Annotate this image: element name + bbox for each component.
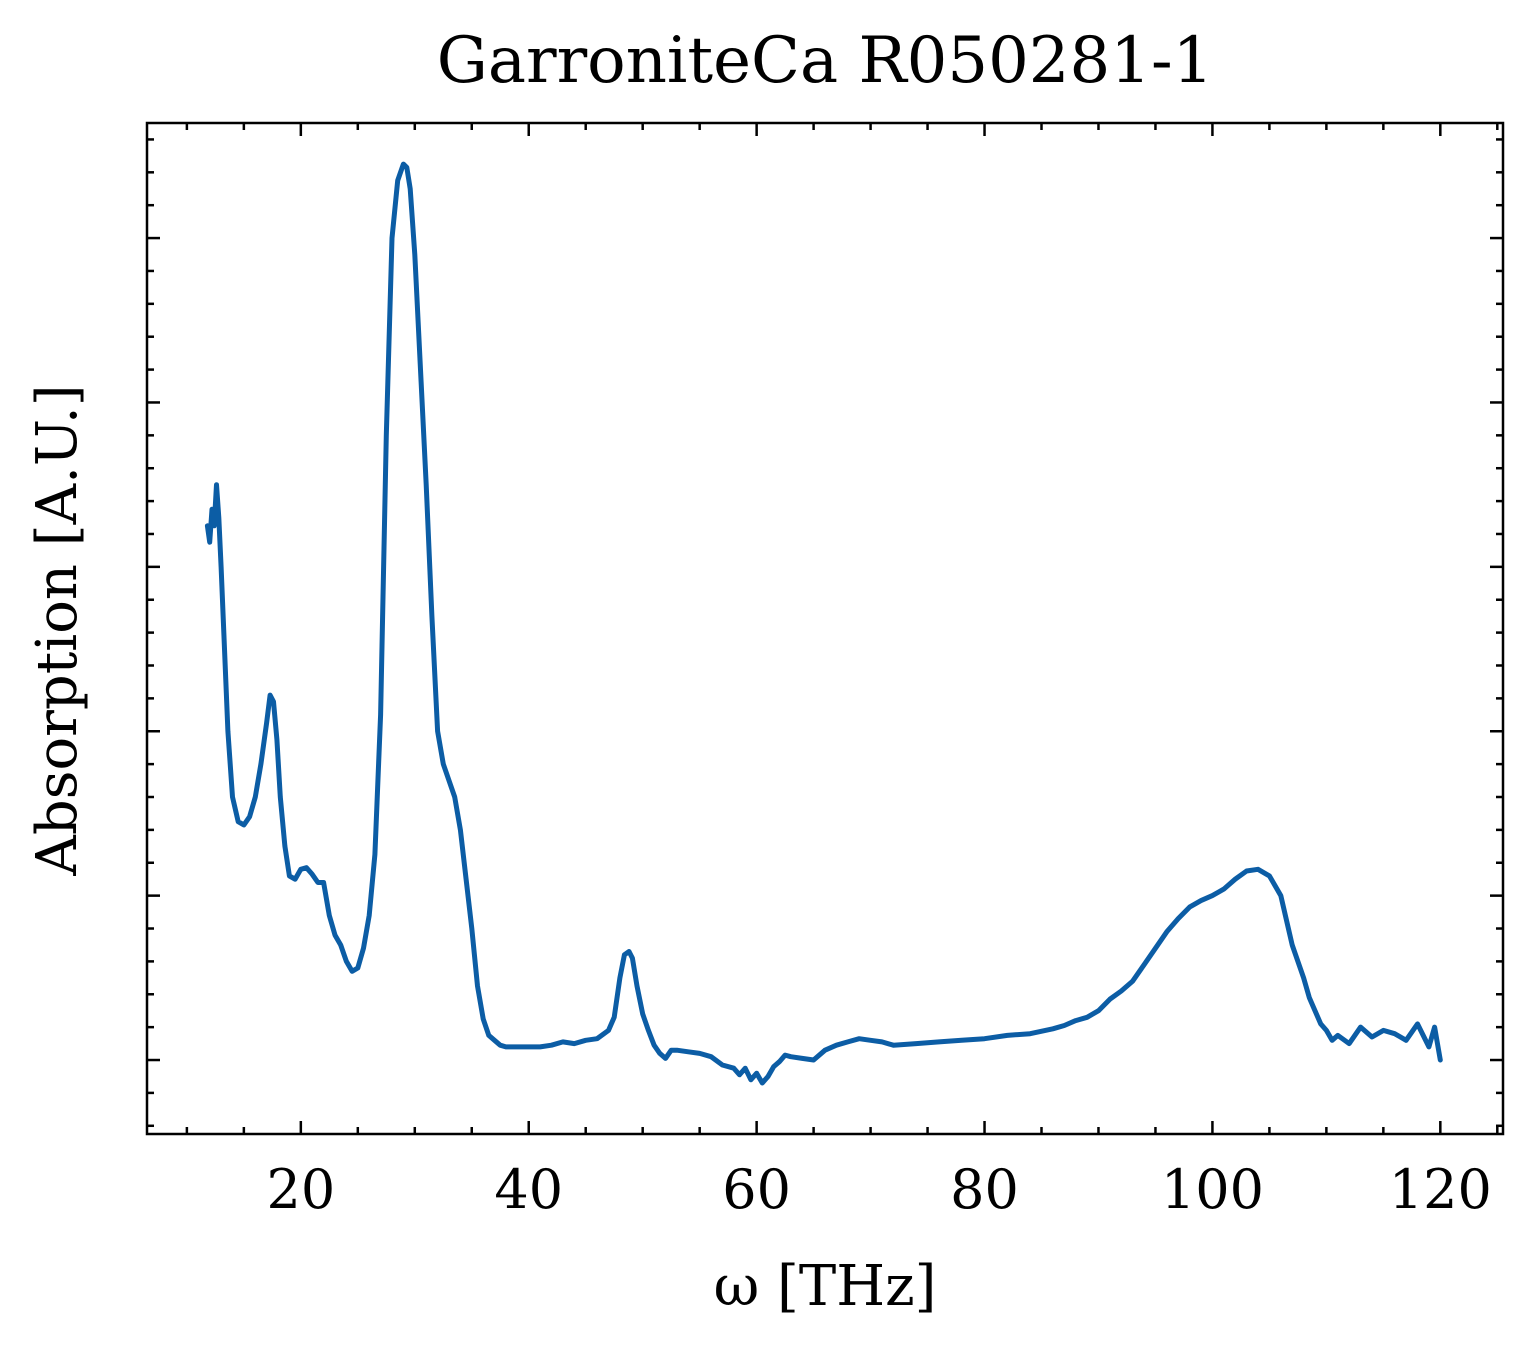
x-tick-label: 80 bbox=[950, 1158, 1019, 1221]
absorption-spectrum-line bbox=[204, 161, 1443, 1086]
y-axis-label: Absorption [A.U.] bbox=[25, 384, 90, 876]
plot-frame bbox=[145, 121, 1505, 1136]
chart-title: GarroniteCa R050281-1 bbox=[437, 24, 1214, 98]
x-tick-label: 40 bbox=[494, 1158, 563, 1221]
x-tick-labels: 20 40 60 80 100 120 bbox=[266, 1158, 1491, 1221]
x-tick-label: 60 bbox=[722, 1158, 791, 1221]
x-tick-label: 100 bbox=[1161, 1158, 1264, 1221]
x-axis-label: ω [THz] bbox=[714, 1254, 937, 1319]
series-group bbox=[204, 161, 1443, 1086]
plot-area bbox=[145, 121, 1505, 1136]
x-tick-label: 20 bbox=[266, 1158, 335, 1221]
x-tick-label: 120 bbox=[1389, 1158, 1492, 1221]
